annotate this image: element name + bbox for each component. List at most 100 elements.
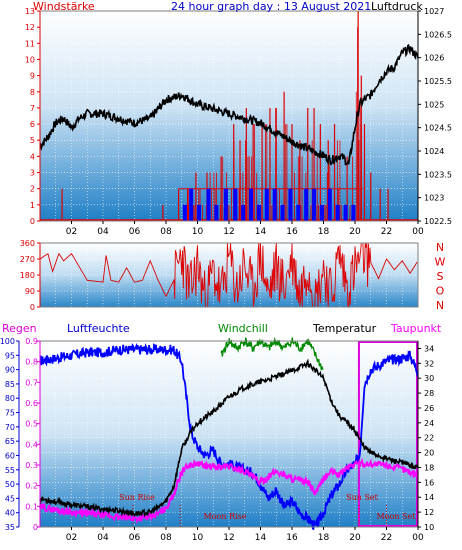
x-tick-label: 12 xyxy=(223,533,234,543)
temperature-y-tick-label: 14 xyxy=(424,493,434,502)
x-tick-label: 20 xyxy=(349,227,361,237)
wind-mean-bar xyxy=(249,188,254,221)
rain-axis: 0 0.1 0.2 0.3 0.4 0.5 0.6 0.7 0.8 0.9 xyxy=(25,337,41,532)
pressure-y-tick-label: 1026 xyxy=(424,54,444,63)
x-tick-label: 06 xyxy=(129,227,141,237)
humidity-y-tick-label: 100 xyxy=(0,337,15,346)
pressure-y-tick-label: 1022.5 xyxy=(424,217,452,226)
wind-direction-left-axis: 0 90 180 270 360 xyxy=(20,239,41,312)
wind-y-tick-label: 9 xyxy=(30,72,35,81)
wind-mean-bar xyxy=(327,188,332,221)
compass-label: N xyxy=(436,299,444,312)
wind-mean-bar xyxy=(312,188,317,221)
compass-label: O xyxy=(436,285,445,298)
rain-y-tick-label: 0.2 xyxy=(25,482,38,491)
humidity-y-tick-label: 45 xyxy=(5,494,15,503)
sun-moon-annotation: Sun Set xyxy=(346,493,379,502)
rain-label: Regen xyxy=(2,322,37,335)
rain-y-tick-label: 0.9 xyxy=(25,337,38,346)
humidity-y-tick-label: 90 xyxy=(5,366,15,375)
dewpoint-label: Taupunkt xyxy=(390,322,442,335)
pressure-right-axis: 1022.5 1023 1023.5 1024 1024.5 1025 1025.5 1026… xyxy=(417,7,452,226)
wind-mean-bar xyxy=(256,204,261,221)
x-tick-label: 10 xyxy=(192,227,204,237)
wind-y-tick-label: 12 xyxy=(25,23,35,32)
pressure-y-tick-label: 1026.5 xyxy=(424,30,452,39)
direction-y-tick-label: 180 xyxy=(20,271,35,280)
temperature-marks: Sun Rise Moon Rise Sun Set Moon Set xyxy=(39,336,419,531)
temperature-label: Temperatur xyxy=(312,322,377,335)
humidity-label: Luftfeuchte xyxy=(67,322,130,335)
temperature-line xyxy=(39,358,419,518)
wind-mean-bar xyxy=(197,204,202,221)
wind-direction-line xyxy=(39,242,418,309)
compass-label: S xyxy=(437,270,444,283)
wind-mean-bar xyxy=(182,204,187,221)
rain-y-tick-label: 0.5 xyxy=(25,420,38,429)
rain-y-tick-label: 0.8 xyxy=(25,358,38,367)
wind-mean-bar xyxy=(233,188,238,221)
wind-mean-bar xyxy=(189,188,194,221)
chart-title: 24 hour graph day : 13 August 2021 xyxy=(171,0,371,13)
temperature-y-tick-label: 22 xyxy=(424,434,434,443)
temperature-y-tick-label: 20 xyxy=(424,449,434,458)
windchill-line xyxy=(220,336,324,371)
wind-strength-label: Windstärke xyxy=(33,0,95,13)
rain-y-tick-label: 0 xyxy=(33,523,38,532)
x-tick-label: 22 xyxy=(381,533,392,543)
temperature-y-tick-label: 32 xyxy=(424,359,434,368)
x-tick-label: 14 xyxy=(255,533,267,543)
x-tick-label: 14 xyxy=(255,227,267,237)
humidity-y-tick-label: 70 xyxy=(5,423,15,432)
x-tick-label: 00 xyxy=(412,227,424,237)
humidity-y-tick-label: 35 xyxy=(5,523,15,532)
wind-y-tick-label: 7 xyxy=(30,104,35,113)
wind-mean-bar xyxy=(335,204,340,221)
wind-y-tick-label: 6 xyxy=(30,120,35,129)
humidity-axis: 35 40 45 50 55 60 65 70 75 80 85 90 95 100 xyxy=(0,337,20,532)
wind-pressure-marks xyxy=(39,11,419,221)
pressure-y-tick-label: 1025.5 xyxy=(424,77,452,86)
temperature-y-tick-label: 18 xyxy=(424,463,434,472)
rain-y-tick-label: 0.1 xyxy=(25,502,38,511)
pressure-y-tick-label: 1023.5 xyxy=(424,170,452,179)
wind-mean-bar xyxy=(280,204,285,221)
wind-mean-bar xyxy=(223,188,228,221)
wind-y-tick-label: 5 xyxy=(30,136,35,145)
wind-y-tick-label: 4 xyxy=(30,152,35,161)
humidity-y-tick-label: 40 xyxy=(5,509,15,518)
humidity-y-tick-label: 60 xyxy=(5,451,15,460)
wind-pressure-x-axis: 02 04 06 08 10 12 14 16 18 20 22 00 xyxy=(66,221,424,237)
x-tick-label: 02 xyxy=(66,533,77,543)
pressure-y-tick-label: 1023 xyxy=(424,194,444,203)
x-tick-label: 04 xyxy=(97,533,109,543)
x-tick-label: 22 xyxy=(381,227,392,237)
direction-y-tick-label: 270 xyxy=(20,255,35,264)
wind-mean-bar xyxy=(272,188,277,221)
wind-mean-bar xyxy=(319,204,324,221)
air-pressure-line xyxy=(39,43,419,166)
compass-label: N xyxy=(436,241,444,254)
humidity-y-tick-label: 80 xyxy=(5,394,15,403)
x-tick-label: 08 xyxy=(160,533,172,543)
x-tick-label: 10 xyxy=(192,533,204,543)
x-tick-label: 20 xyxy=(349,533,361,543)
humidity-y-tick-label: 65 xyxy=(5,437,15,446)
wind-mean-bar xyxy=(296,204,301,221)
sun-moon-annotation: Moon Set xyxy=(377,512,417,521)
temperature-y-tick-label: 26 xyxy=(424,404,434,413)
wind-y-tick-label: 3 xyxy=(30,169,35,178)
windchill-label: Windchill xyxy=(218,322,268,335)
wind-mean-bar xyxy=(264,188,269,221)
pressure-y-tick-label: 1024 xyxy=(424,147,444,156)
temperature-y-tick-label: 12 xyxy=(424,508,434,517)
humidity-y-tick-label: 55 xyxy=(5,466,15,475)
pressure-y-tick-label: 1024.5 xyxy=(424,124,452,133)
x-tick-label: 04 xyxy=(97,227,109,237)
temperature-y-tick-label: 34 xyxy=(424,344,434,353)
rain-y-tick-label: 0.6 xyxy=(25,399,38,408)
rain-y-tick-label: 0.7 xyxy=(25,378,38,387)
